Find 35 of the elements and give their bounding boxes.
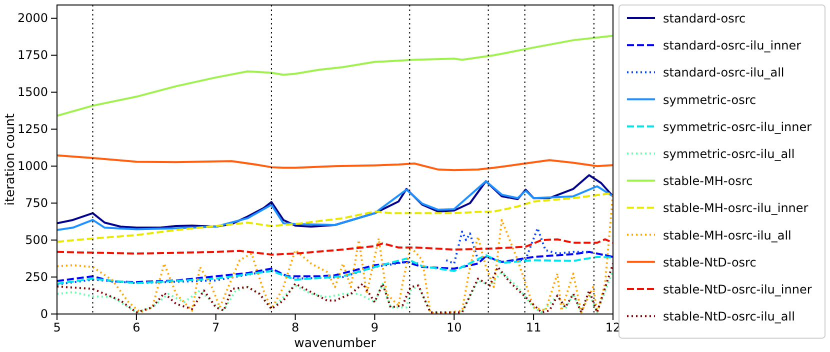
legend-label: standard-osrc — [663, 12, 746, 26]
y-tick-label: 2000 — [17, 11, 48, 26]
y-tick-label: 750 — [25, 196, 48, 210]
y-tick-label: 1250 — [17, 122, 48, 136]
legend-label: stable-MH-osrc — [663, 174, 753, 188]
x-tick-label: 5 — [53, 320, 61, 335]
legend-label: stable-MH-osrc-ilu_inner — [663, 201, 808, 216]
x-tick-label: 10 — [446, 320, 462, 335]
y-tick-label: 1000 — [17, 158, 48, 173]
y-tick-label: 1500 — [17, 85, 48, 100]
legend-label: symmetric-osrc — [663, 92, 756, 107]
y-axis-title: iteration count — [2, 113, 17, 206]
legend-label: stable-NtD-osrc-ilu_inner — [663, 282, 812, 296]
legend-label: standard-osrc-ilu_inner — [663, 38, 802, 53]
legend-label: symmetric-osrc-ilu_inner — [663, 120, 812, 134]
legend-label: standard-osrc-ilu_all — [663, 66, 784, 80]
x-axis-title: wavenumber — [294, 335, 377, 350]
y-tick-label: 500 — [25, 232, 48, 247]
x-tick-label: 11 — [526, 320, 542, 335]
legend-label: symmetric-osrc-ilu_all — [663, 147, 795, 161]
line-series — [57, 238, 613, 256]
legend-label: stable-NtD-osrc-ilu_all — [663, 310, 795, 324]
legend-label: stable-NtD-osrc — [663, 255, 756, 270]
line-series — [57, 192, 613, 243]
x-tick-label: 8 — [291, 320, 300, 335]
x-tick-label: 9 — [370, 320, 379, 335]
y-tick-label: 1750 — [17, 48, 48, 62]
x-tick-label: 6 — [132, 320, 140, 335]
x-tick-label: 7 — [212, 320, 220, 335]
y-tick-label: 0 — [40, 306, 48, 321]
line-series — [57, 34, 613, 117]
line-series — [57, 192, 613, 314]
legend-label: stable-MH-osrc-ilu_all — [663, 228, 792, 242]
line-series — [57, 154, 613, 172]
y-tick-label: 250 — [25, 270, 48, 284]
